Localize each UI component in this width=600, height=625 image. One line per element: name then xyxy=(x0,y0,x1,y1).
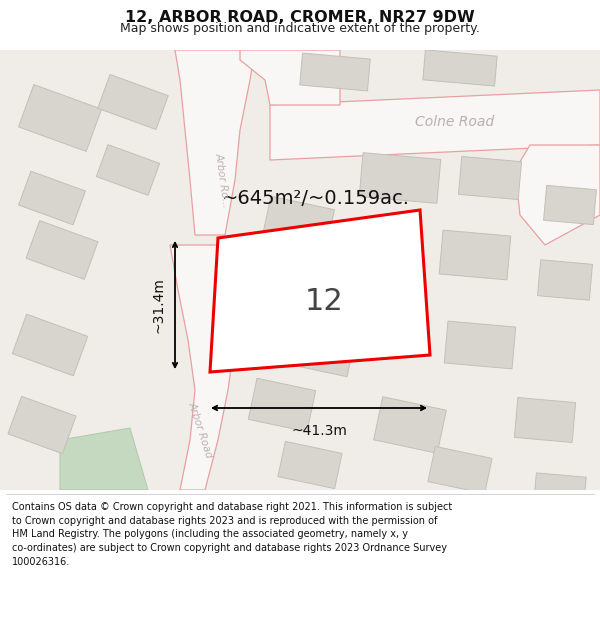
Polygon shape xyxy=(374,397,446,453)
Polygon shape xyxy=(300,53,370,91)
Polygon shape xyxy=(97,144,160,196)
Text: ~31.4m: ~31.4m xyxy=(151,277,165,333)
Polygon shape xyxy=(19,171,85,225)
Polygon shape xyxy=(278,441,342,489)
Polygon shape xyxy=(248,378,316,432)
Polygon shape xyxy=(538,260,592,300)
Text: 12: 12 xyxy=(305,288,344,316)
Text: Contains OS data © Crown copyright and database right 2021. This information is : Contains OS data © Crown copyright and d… xyxy=(12,502,452,566)
Polygon shape xyxy=(12,314,88,376)
Text: Colne Road: Colne Road xyxy=(415,115,494,129)
Polygon shape xyxy=(458,156,521,199)
Polygon shape xyxy=(26,221,98,279)
Text: Map shows position and indicative extent of the property.: Map shows position and indicative extent… xyxy=(120,22,480,35)
Polygon shape xyxy=(278,313,358,377)
Text: ~645m²/~0.159ac.: ~645m²/~0.159ac. xyxy=(222,189,410,208)
Polygon shape xyxy=(428,446,492,494)
Text: Arbor Ro...: Arbor Ro... xyxy=(213,152,231,208)
Text: 12, ARBOR ROAD, CROMER, NR27 9DW: 12, ARBOR ROAD, CROMER, NR27 9DW xyxy=(125,10,475,25)
Text: Arbor Road: Arbor Road xyxy=(186,401,214,459)
Polygon shape xyxy=(544,186,596,224)
Polygon shape xyxy=(514,398,575,442)
Polygon shape xyxy=(423,50,497,86)
Polygon shape xyxy=(270,90,600,160)
Polygon shape xyxy=(359,152,441,203)
Polygon shape xyxy=(210,210,430,372)
Polygon shape xyxy=(98,74,168,129)
Polygon shape xyxy=(515,145,600,245)
Polygon shape xyxy=(8,396,76,454)
Polygon shape xyxy=(534,473,586,507)
Polygon shape xyxy=(262,196,334,254)
Text: ~41.3m: ~41.3m xyxy=(291,424,347,438)
Polygon shape xyxy=(444,321,516,369)
Polygon shape xyxy=(439,230,511,280)
Polygon shape xyxy=(240,50,340,105)
Polygon shape xyxy=(175,50,255,235)
Polygon shape xyxy=(19,84,101,151)
Polygon shape xyxy=(60,428,148,490)
Polygon shape xyxy=(170,245,235,490)
